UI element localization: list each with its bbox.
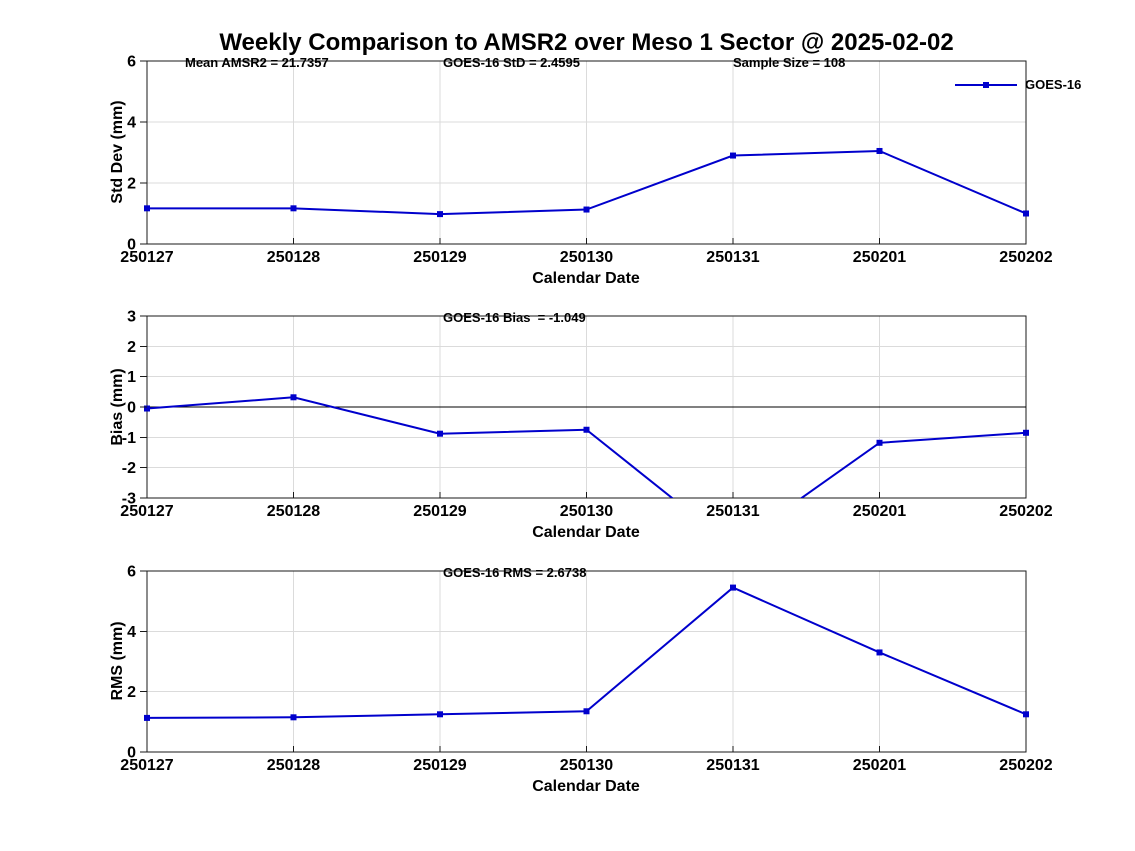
data-point-marker	[290, 714, 297, 721]
data-point-marker	[730, 152, 736, 159]
x-tick-label: 250128	[267, 757, 320, 774]
x-tick-label: 250128	[267, 503, 320, 520]
y-tick-label: 0	[127, 237, 136, 254]
x-tick-label: 250202	[999, 757, 1052, 774]
data-point-marker	[290, 394, 297, 401]
y-axis-label-rms: RMS (mm)	[109, 621, 126, 701]
x-tick-label: 250127	[120, 249, 173, 266]
x-tick-label: 250128	[267, 249, 320, 266]
data-point-marker	[876, 147, 883, 154]
data-point-marker	[1023, 429, 1029, 436]
legend: GOES-16	[955, 77, 1081, 92]
x-tick-label: 250127	[120, 503, 173, 520]
subplot-2: 250127 250128 250129 250130 250131 250201 2502…	[120, 309, 1052, 521]
data-point-marker	[144, 205, 150, 212]
annotation-goes16-rms: GOES-16 RMS = 2.6738	[443, 565, 587, 580]
data-point-marker	[437, 711, 443, 718]
legend-label: GOES-16	[1025, 77, 1082, 92]
y-tick-label: -2	[122, 460, 136, 477]
x-tick-label: 250131	[706, 249, 759, 266]
data-point-marker	[1023, 711, 1029, 718]
y-tick-label: 6	[127, 564, 136, 581]
data-point-marker	[144, 714, 150, 721]
legend-line-sample	[955, 81, 1017, 88]
data-point-marker	[1023, 210, 1029, 217]
annotation-goes16-bias: GOES-16 Bias = -1.049	[443, 310, 586, 325]
x-tick-label: 250129	[413, 757, 466, 774]
y-tick-label: -3	[122, 491, 136, 508]
x-tick-label: 250129	[413, 249, 466, 266]
y-tick-label: 2	[127, 176, 136, 193]
y-tick-label: 0	[127, 400, 136, 417]
y-axis-label-bias: Bias (mm)	[109, 368, 126, 446]
data-point-marker	[876, 649, 883, 656]
annotation-sample-size: Sample Size = 108	[733, 55, 846, 70]
x-axis-label-1: Calendar Date	[532, 270, 640, 287]
y-tick-label: 2	[127, 684, 136, 701]
x-tick-label: 250130	[560, 249, 613, 266]
x-tick-label: 250202	[999, 249, 1052, 266]
subplot-1: 250127 250128 250129 250130 250131 250201 2502…	[120, 54, 1052, 267]
data-point-marker	[437, 430, 443, 437]
y-tick-label: 0	[127, 745, 136, 762]
x-tick-label: 250201	[853, 249, 906, 266]
data-point-marker	[583, 708, 590, 715]
y-tick-label: 6	[127, 54, 136, 71]
y-tick-label: 1	[127, 369, 136, 386]
x-axis-label-2: Calendar Date	[532, 524, 640, 541]
x-tick-label: 250127	[120, 757, 173, 774]
data-point-marker	[437, 211, 443, 218]
subplot-3: 250127 250128 250129 250130 250131 250201 2502…	[120, 564, 1052, 775]
data-point-marker	[290, 205, 297, 212]
x-axis-label-3: Calendar Date	[532, 778, 640, 795]
x-tick-label: 250131	[706, 757, 759, 774]
data-point-marker	[730, 584, 736, 591]
legend-square-marker-icon	[983, 81, 989, 88]
data-point-marker	[583, 206, 590, 213]
annotation-mean-amsr2: Mean AMSR2 = 21.7357	[185, 55, 329, 70]
y-tick-label: 2	[127, 339, 136, 356]
x-tick-label: 250130	[560, 503, 613, 520]
x-tick-label: 250130	[560, 757, 613, 774]
y-axis-label-std-dev: Std Dev (mm)	[109, 100, 126, 204]
y-tick-label: 4	[127, 115, 136, 132]
x-tick-label: 250202	[999, 503, 1052, 520]
data-point-marker	[876, 439, 883, 446]
x-tick-label: 250201	[853, 757, 906, 774]
x-tick-label: 250201	[853, 503, 906, 520]
y-tick-label: 4	[127, 624, 136, 641]
x-tick-label: 250131	[706, 503, 759, 520]
annotation-goes16-std: GOES-16 StD = 2.4595	[443, 55, 580, 70]
y-tick-label: -1	[122, 430, 136, 447]
data-point-marker	[144, 405, 150, 412]
y-tick-label: 3	[127, 309, 136, 326]
page-title: Weekly Comparison to AMSR2 over Meso 1 S…	[219, 29, 954, 56]
x-tick-label: 250129	[413, 503, 466, 520]
data-point-marker	[583, 426, 590, 433]
